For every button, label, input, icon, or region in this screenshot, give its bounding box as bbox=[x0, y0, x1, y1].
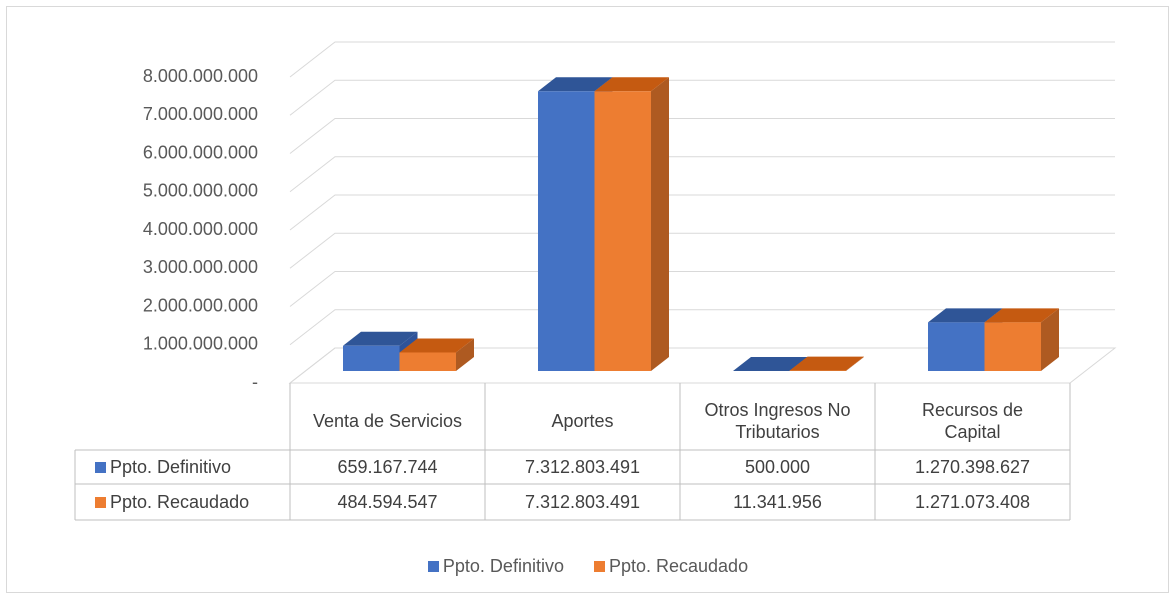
bar-top bbox=[343, 331, 418, 346]
table-value: 500.000 bbox=[744, 457, 811, 477]
y-tick-label: - bbox=[252, 372, 258, 392]
bar-side bbox=[456, 338, 474, 371]
legend-label: Ppto. Definitivo bbox=[442, 556, 564, 576]
grid-line bbox=[289, 347, 1115, 384]
bar-front bbox=[343, 345, 400, 371]
grid-line bbox=[289, 118, 1115, 154]
bar-top bbox=[789, 356, 864, 371]
y-tick-label: 6.000.000.000 bbox=[143, 142, 258, 162]
bar-side bbox=[846, 356, 864, 371]
grid-line bbox=[289, 194, 1115, 231]
grid-line bbox=[289, 309, 1115, 346]
table-value: 1.270.398.627 bbox=[914, 457, 1031, 477]
y-tick-label: 3.000.000.000 bbox=[143, 257, 258, 277]
y-tick-label: 1.000.000.000 bbox=[143, 334, 258, 354]
row-name: Ppto. Definitivo bbox=[110, 457, 232, 477]
table-value: 1.271.073.408 bbox=[914, 492, 1031, 512]
table-value: 11.341.956 bbox=[733, 492, 822, 512]
category-label: Aportes bbox=[551, 410, 614, 431]
bar-front bbox=[928, 322, 985, 371]
legend-key bbox=[95, 496, 106, 508]
table-row-header: Ppto. Recaudado bbox=[95, 484, 288, 520]
table-row-header: Ppto. Definitivo bbox=[95, 450, 288, 484]
bar bbox=[984, 308, 1059, 371]
legend: Ppto. Definitivo Ppto. Recaudado bbox=[0, 552, 1176, 580]
chart-border bbox=[6, 6, 1169, 593]
bar bbox=[594, 77, 669, 371]
table-value: 659.167.744 bbox=[337, 457, 438, 477]
bar-front bbox=[538, 91, 595, 371]
bar-side bbox=[651, 77, 669, 371]
table-value: 484.594.547 bbox=[337, 492, 438, 512]
table-value: 7.312.803.491 bbox=[524, 457, 641, 477]
grid-line bbox=[289, 79, 1115, 116]
bar-side bbox=[1041, 308, 1059, 371]
grid-line bbox=[289, 232, 1115, 269]
legend-key bbox=[95, 461, 106, 473]
category-label: Recursos de Capital bbox=[921, 399, 1024, 442]
grid-line bbox=[289, 271, 1115, 307]
y-tick-label: 8.000.000.000 bbox=[143, 66, 258, 86]
grid-line bbox=[289, 41, 1115, 78]
bar-front bbox=[399, 352, 456, 371]
bar-top bbox=[538, 77, 613, 92]
y-tick-label: 4.000.000.000 bbox=[143, 219, 258, 239]
bar bbox=[399, 338, 474, 371]
bar bbox=[343, 331, 418, 371]
y-tick-label: 2.000.000.000 bbox=[143, 295, 258, 315]
table-value: 7.312.803.491 bbox=[524, 492, 641, 512]
y-tick-label: 7.000.000.000 bbox=[143, 104, 258, 124]
category-label: Venta de Servicios bbox=[312, 410, 463, 431]
y-tick-label: 5.000.000.000 bbox=[143, 181, 258, 201]
grid-line bbox=[289, 156, 1115, 193]
bar-top bbox=[984, 308, 1059, 323]
bar-top bbox=[928, 308, 1003, 323]
category-label: Otros Ingresos No Tributarios bbox=[704, 399, 851, 442]
legend-key bbox=[593, 560, 605, 572]
row-name: Ppto. Recaudado bbox=[110, 492, 250, 512]
bar-front bbox=[984, 322, 1041, 371]
bar-front bbox=[594, 91, 651, 371]
bar-top bbox=[594, 77, 669, 92]
bar-top bbox=[399, 338, 474, 353]
legend-key bbox=[427, 560, 439, 572]
bar-top bbox=[733, 356, 808, 371]
legend-label: Ppto. Recaudado bbox=[608, 556, 749, 576]
bar bbox=[789, 356, 864, 371]
